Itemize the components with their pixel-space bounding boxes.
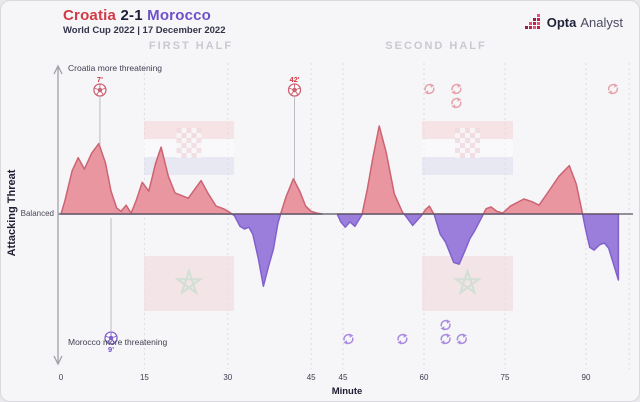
second-half-label: SECOND HALF	[385, 40, 487, 52]
x-tick-label: 30	[223, 373, 233, 382]
y-axis-line	[53, 64, 63, 366]
x-tick-label: 15	[139, 373, 149, 382]
croatia-flag-watermark	[422, 121, 513, 175]
morocco-threat-label: Morocco more threatening	[68, 337, 168, 347]
away-team-name: Morocco	[147, 7, 212, 24]
x-tick-label: 0	[58, 373, 64, 382]
croatia-threat-label: Croatia more threatening	[68, 63, 163, 73]
x-tick-label: 45	[306, 373, 316, 382]
x-tick-label: 45	[338, 373, 348, 382]
brand-name-bold: Opta	[546, 15, 577, 30]
croatia-checkerboard	[176, 128, 202, 158]
brand-name-light: Analyst	[580, 15, 623, 30]
substitution-icon	[607, 83, 619, 95]
substitution-icon	[343, 333, 354, 345]
opta-analyst-logo: Opta Analyst	[524, 14, 623, 31]
match-subtitle: World Cup 2022 | 17 December 2022	[63, 25, 226, 36]
x-tick-label: 75	[500, 373, 510, 382]
morocco-star-icon	[174, 267, 204, 296]
goal-ball-icon	[93, 83, 107, 97]
first-half-label: FIRST HALF	[148, 40, 234, 52]
first-half-morocco-area	[60, 214, 324, 287]
morocco-star-icon	[453, 267, 482, 296]
substitution-icon	[440, 333, 451, 345]
gridlines	[143, 63, 630, 369]
home-team-name: Croatia	[63, 7, 117, 24]
substitution-icon	[397, 333, 408, 345]
second-half-croatia-area	[336, 125, 620, 214]
balanced-label: Balanced	[20, 209, 54, 218]
second-half-morocco-area	[336, 214, 620, 281]
morocco-flag-watermark	[422, 256, 513, 311]
substitution-icon	[451, 83, 462, 95]
x-tick-label: 60	[419, 373, 429, 382]
substitution-icon	[456, 333, 467, 345]
first-half-croatia-area	[60, 142, 324, 214]
goal-minute-label: 42'	[289, 75, 300, 84]
croatia-checkerboard	[455, 128, 480, 158]
x-axis-title: Minute	[331, 386, 363, 397]
x-tick-label: 90	[581, 373, 591, 382]
goal-ball-icon	[287, 83, 302, 97]
goal-minute-label: 7'	[96, 75, 103, 84]
substitution-icon	[424, 83, 435, 95]
match-score: 2-1	[120, 7, 143, 24]
match-title: Croatia 2-1 Morocco	[63, 7, 211, 24]
goal-minute-label: 9'	[108, 345, 115, 354]
morocco-flag-watermark	[144, 256, 234, 311]
opta-bars-icon	[524, 14, 540, 29]
substitution-icon	[440, 319, 451, 331]
goal-ball-icon	[104, 331, 118, 345]
substitution-icon	[451, 97, 462, 109]
